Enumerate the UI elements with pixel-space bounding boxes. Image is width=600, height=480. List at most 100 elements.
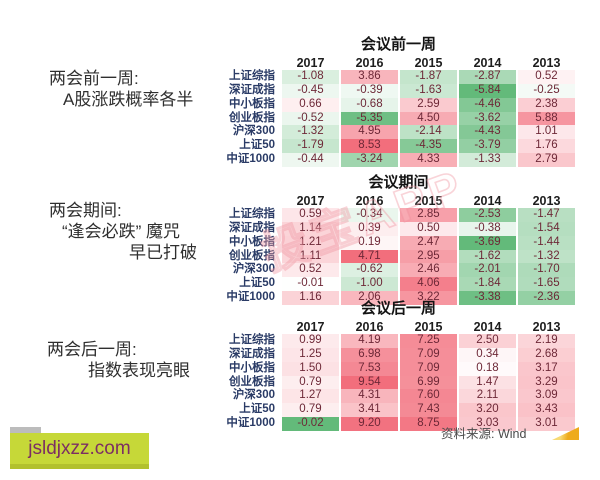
value-cell: -0.44	[282, 153, 339, 168]
annotation-line: 两会期间:	[49, 201, 122, 220]
value-cell: 2.47	[400, 235, 457, 250]
annotation-line: 早已打破	[129, 243, 197, 262]
table-during-meeting: 会议期间 2017 2016 2015 2014 2013 上证综指 0.59 -0.34 2.…	[222, 174, 575, 306]
table-title: 会议期间	[368, 174, 429, 191]
value-cell: 1.25	[282, 347, 339, 362]
year-header: 2014	[473, 194, 502, 208]
index-row-label: 中证1000	[226, 417, 275, 430]
annotation-line: 指数表现亮眼	[88, 361, 190, 380]
value-cell: 5.88	[518, 111, 575, 126]
value-cell: -4.46	[459, 97, 516, 112]
value-cell: 2.11	[459, 389, 516, 404]
value-cell: 1.76	[518, 139, 575, 154]
year-header: 2016	[355, 56, 384, 70]
value-cell: 3.03	[459, 417, 516, 432]
value-cell: 8.75	[400, 417, 457, 432]
table-title: 会议前一周	[360, 36, 436, 53]
value-cell: 8.53	[341, 139, 398, 154]
table-corner	[222, 320, 280, 334]
value-cell: -2.01	[459, 263, 516, 278]
value-cell: 3.41	[341, 403, 398, 418]
value-cell: 2.38	[518, 97, 575, 112]
index-row-label: 深证成指	[229, 347, 275, 360]
value-cell: -0.68	[341, 97, 398, 112]
value-cell: 2.06	[341, 291, 398, 306]
value-cell: 0.99	[282, 333, 339, 348]
year-header: 2015	[414, 320, 443, 334]
annotation-line: A股涨跌概率各半	[63, 90, 194, 109]
index-row-label: 中证1000	[226, 153, 275, 166]
value-cell: 4.50	[400, 111, 457, 126]
value-cell: 4.06	[400, 277, 457, 292]
heatmap-grid: 2017 2016 2015 2014 2013 上证综指 0.59 -0.34 2.85 -2.…	[222, 194, 575, 306]
index-row-label: 创业板指	[229, 375, 275, 388]
value-cell: 2.68	[518, 347, 575, 362]
value-cell: -1.84	[459, 277, 516, 292]
annotation-line: “逢会必跌” 魔咒	[62, 222, 181, 241]
value-cell: -2.14	[400, 125, 457, 140]
index-row-label: 上证综指	[229, 69, 275, 82]
value-cell: 4.31	[341, 389, 398, 404]
index-row-label: 深证成指	[229, 221, 275, 234]
value-cell: 1.27	[282, 389, 339, 404]
site-badge-url: jsldjxzz.com	[28, 438, 131, 459]
index-row-label: 上证综指	[229, 333, 275, 346]
year-header: 2013	[532, 194, 561, 208]
data-source-label: 资料来源: Wind	[441, 427, 527, 441]
table-corner	[222, 194, 280, 208]
badge-grey-tab	[10, 427, 41, 434]
value-cell: -1.63	[400, 83, 457, 98]
value-cell: 4.71	[341, 249, 398, 264]
value-cell: 1.21	[282, 235, 339, 250]
value-cell: 1.50	[282, 361, 339, 376]
value-cell: 2.19	[518, 333, 575, 348]
value-cell: 3.20	[459, 403, 516, 418]
value-cell: -3.62	[459, 111, 516, 126]
value-cell: 2.50	[459, 333, 516, 348]
value-cell: 0.52	[282, 263, 339, 278]
heatmap-grid: 2017 2016 2015 2014 2013 上证综指 0.99 4.19 7.25 2.50…	[222, 320, 575, 432]
value-cell: 7.60	[400, 389, 457, 404]
index-row-label: 中证1000	[226, 291, 275, 304]
value-cell: -3.69	[459, 235, 516, 250]
value-cell: -1.79	[282, 139, 339, 154]
value-cell: 2.59	[400, 97, 457, 112]
value-cell: 0.79	[282, 375, 339, 390]
value-cell: -0.38	[459, 221, 516, 236]
index-row-label: 沪深300	[232, 389, 275, 402]
value-cell: 3.01	[518, 417, 575, 432]
value-cell: 0.18	[459, 361, 516, 376]
value-cell: -0.34	[341, 207, 398, 222]
year-header: 2016	[355, 320, 384, 334]
value-cell: 3.22	[400, 291, 457, 306]
value-cell: 3.86	[341, 69, 398, 84]
index-row-label: 上证综指	[229, 207, 275, 220]
value-cell: -1.32	[282, 125, 339, 140]
year-header: 2017	[296, 56, 325, 70]
value-cell: 2.95	[400, 249, 457, 264]
value-cell: -1.54	[518, 221, 575, 236]
table-week-after-meeting: 会议后一周 2017 2016 2015 2014 2013 上证综指 0.99 4.19 7.…	[222, 300, 575, 432]
value-cell: 4.33	[400, 153, 457, 168]
value-cell: 4.19	[341, 333, 398, 348]
year-header: 2017	[296, 320, 325, 334]
value-cell: 1.16	[282, 291, 339, 306]
value-cell: 0.52	[518, 69, 575, 84]
value-cell: 0.19	[341, 235, 398, 250]
value-cell: 7.09	[400, 361, 457, 376]
value-cell: 0.50	[400, 221, 457, 236]
year-header: 2015	[414, 194, 443, 208]
value-cell: 0.34	[459, 347, 516, 362]
value-cell: 2.46	[400, 263, 457, 278]
value-cell: 3.29	[518, 375, 575, 390]
value-cell: 9.20	[341, 417, 398, 432]
index-row-label: 中小板指	[229, 361, 275, 374]
value-cell: -2.53	[459, 207, 516, 222]
index-row-label: 沪深300	[232, 125, 275, 138]
index-row-label: 上证50	[239, 277, 275, 290]
index-row-label: 创业板指	[229, 249, 275, 262]
index-row-label: 中小板指	[229, 97, 275, 110]
value-cell: 3.17	[518, 361, 575, 376]
value-cell: -1.32	[518, 249, 575, 264]
